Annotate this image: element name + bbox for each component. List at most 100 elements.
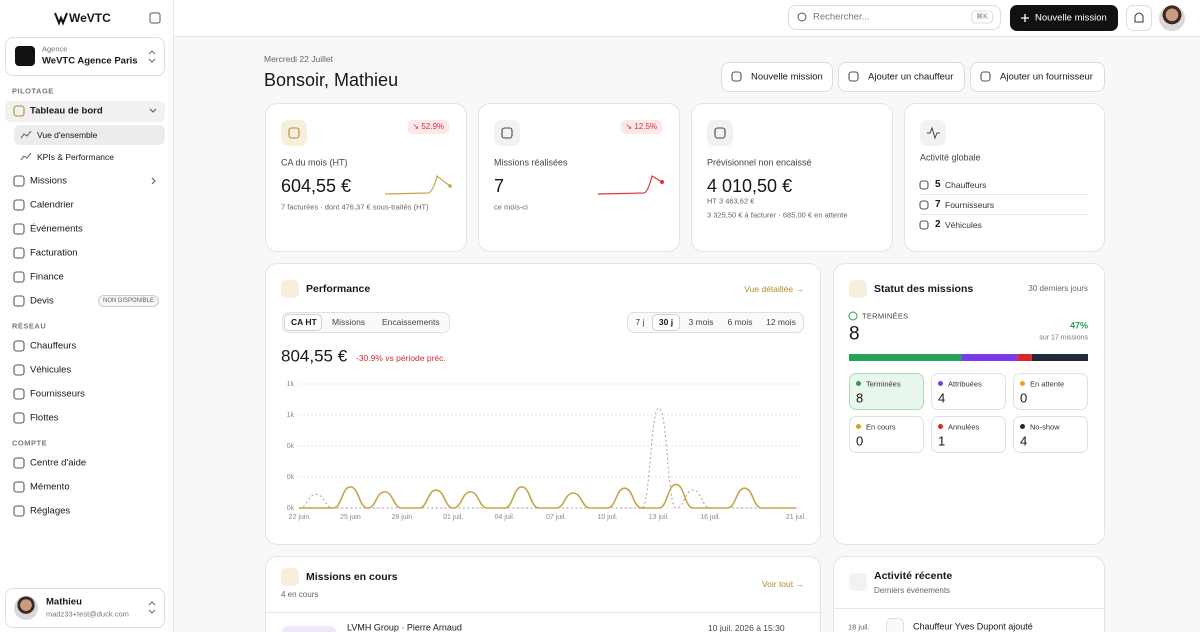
status-dot	[1020, 424, 1025, 429]
shortcut: ⌘K	[971, 10, 993, 24]
badge: NON DISPONIBLE	[98, 295, 160, 307]
perf-delta: -30.9% vs période préc.	[356, 352, 446, 363]
nav-item[interactable]: Centre d'aide	[30, 457, 87, 469]
status-dot	[856, 381, 861, 386]
nav-item[interactable]: Événements	[30, 223, 83, 235]
nav-subitem[interactable]: Vue d'ensemble	[37, 129, 98, 140]
activity-count: 2	[935, 219, 941, 230]
nav-item[interactable]: Réglages	[30, 505, 71, 517]
status-dot	[856, 424, 861, 429]
nav-item[interactable]: Devis	[30, 295, 54, 307]
status-name: En cours	[866, 421, 896, 431]
recent-date: 18 juil.	[848, 622, 870, 632]
separator	[920, 214, 1088, 215]
tab[interactable]: CA HT	[291, 316, 317, 327]
status-count: 1	[938, 433, 946, 449]
agency-switcher[interactable]	[5, 37, 165, 76]
range[interactable]: 7 j	[635, 316, 645, 327]
action-label[interactable]: Ajouter un chauffeur	[868, 71, 954, 83]
kpi-note: ce mois-ci	[494, 202, 528, 212]
tab[interactable]: Encaissements	[382, 316, 440, 327]
activity-title: Activité globale	[920, 152, 981, 163]
greeting: Bonsoir, Mathieu	[264, 70, 399, 90]
performance-card	[265, 263, 821, 545]
kpi-icon	[707, 120, 733, 146]
action-button[interactable]	[970, 62, 1105, 92]
tab[interactable]: Missions	[332, 316, 366, 327]
nav-item[interactable]: Calendrier	[30, 199, 74, 211]
section-title: PILOTAGE	[12, 86, 54, 96]
mission-date: 10 juil. 2026 à 15:30	[708, 622, 785, 632]
activity-label: Chauffeurs	[945, 179, 987, 190]
nav-item[interactable]: Finance	[30, 271, 64, 283]
status-count: 0	[1020, 390, 1028, 406]
recent-text: Chauffeur Yves Dupont ajouté	[913, 621, 1033, 632]
status-name: En attente	[1030, 378, 1065, 388]
missions-subtitle: 4 en cours	[281, 590, 319, 599]
mission-client[interactable]: LVMH Group · Pierre Arnaud	[347, 622, 462, 632]
kpi-label: Prévisionnel non encaissé	[707, 157, 812, 168]
nav-subitem-active[interactable]	[14, 125, 165, 145]
date: Mercredi 22 Juillet	[264, 53, 333, 64]
recent-card	[833, 556, 1105, 632]
done-of: sur 17 missions	[1039, 334, 1088, 342]
range[interactable]: 3 mois	[688, 316, 714, 327]
recent-icon	[849, 573, 867, 591]
kpi-note: 7 facturées · dont 476,37 € sous-traités…	[281, 202, 429, 212]
nav-item[interactable]: Tableau de bord	[30, 105, 103, 117]
status-count: 8	[856, 390, 864, 406]
recent-subtitle: Derniers événements	[874, 586, 951, 595]
action-button[interactable]	[838, 62, 965, 92]
agency-name: WeVTC Agence Paris	[42, 55, 138, 67]
status-tile[interactable]	[1013, 416, 1088, 453]
activity-count: 5	[935, 179, 941, 190]
nav-item[interactable]: Missions	[30, 175, 67, 187]
nav-item[interactable]: Véhicules	[30, 364, 72, 376]
new-mission-label[interactable]: Nouvelle mission	[1035, 12, 1107, 24]
status-count: 4	[1020, 433, 1028, 449]
avatar[interactable]	[1159, 5, 1185, 31]
missions-title: Missions en cours	[306, 570, 398, 583]
status-tile[interactable]	[931, 373, 1006, 410]
nav-item[interactable]: Flottes	[30, 412, 59, 424]
user-name: Mathieu	[46, 596, 82, 608]
nav-item[interactable]: Chauffeurs	[30, 340, 77, 352]
tab-active[interactable]	[284, 314, 322, 331]
missions-icon	[281, 568, 299, 586]
done-label: TERMINÉES	[862, 311, 909, 321]
range[interactable]: 6 mois	[727, 316, 753, 327]
logo: WeVTC	[69, 11, 111, 25]
activity-label: Fournisseurs	[945, 199, 995, 210]
tab-group	[282, 312, 450, 333]
kpi-badge: ↘ 12.5%	[620, 120, 662, 134]
nav-item[interactable]: Facturation	[30, 247, 78, 259]
kpi-value: 4 010,50 €	[707, 176, 793, 196]
missions-card	[265, 556, 821, 632]
done-count: 8	[849, 323, 860, 345]
activity-icon	[920, 120, 946, 146]
status-tile[interactable]	[849, 416, 924, 453]
nav-item-active[interactable]	[5, 101, 165, 122]
search[interactable]	[788, 5, 1001, 30]
missions-link[interactable]: Voir tout →	[761, 578, 804, 589]
separator	[920, 194, 1088, 195]
status-count: 0	[856, 433, 864, 449]
status-tile[interactable]	[931, 416, 1006, 453]
action-label[interactable]: Nouvelle mission	[751, 71, 823, 83]
nav-subitem[interactable]: KPIs & Performance	[37, 151, 115, 162]
range-active[interactable]	[652, 314, 680, 331]
status-tile[interactable]	[1013, 373, 1088, 410]
action-label[interactable]: Ajouter un fournisseur	[1000, 71, 1093, 83]
range[interactable]: 30 j	[658, 316, 674, 327]
perf-total: 804,55 €	[281, 346, 348, 366]
nav-item[interactable]: Fournisseurs	[30, 388, 85, 400]
agency-label: Agence	[42, 44, 68, 54]
perf-link[interactable]: Vue détaillée →	[744, 283, 804, 294]
status-tile[interactable]	[849, 373, 924, 410]
notifications[interactable]	[1126, 5, 1152, 31]
status-name: No-show	[1030, 421, 1060, 431]
range[interactable]: 12 mois	[766, 316, 796, 327]
kpi-icon	[281, 120, 307, 146]
nav-item[interactable]: Mémento	[30, 481, 70, 493]
